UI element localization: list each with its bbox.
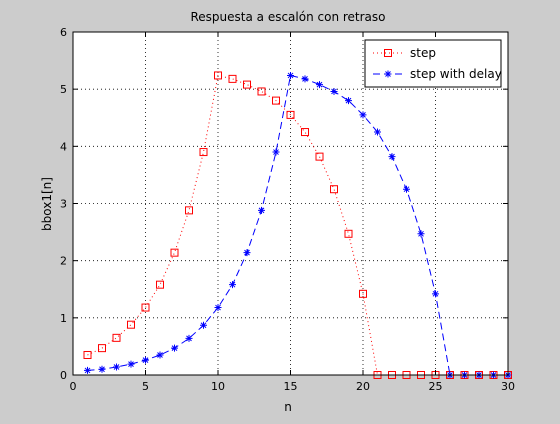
data-point (83, 350, 92, 359)
data-point (287, 71, 294, 79)
data-point (432, 290, 439, 298)
chart-title: Respuesta a escalón con retraso (190, 10, 385, 24)
data-point (228, 74, 237, 83)
data-point (127, 360, 135, 368)
data-point (344, 229, 353, 238)
data-point (185, 206, 193, 215)
y-tick-label: 1 (60, 312, 67, 325)
legend-item: step with delay (373, 67, 502, 81)
legend-marker (384, 49, 392, 57)
data-point (185, 334, 193, 342)
data-point (374, 128, 381, 136)
data-point (286, 110, 295, 119)
data-point (359, 111, 367, 119)
x-tick-label: 0 (70, 380, 77, 393)
x-tick-label: 15 (284, 380, 298, 393)
y-tick-label: 2 (60, 255, 67, 268)
x-tick-label: 25 (429, 380, 443, 393)
data-point (272, 96, 280, 105)
data-point (142, 356, 149, 364)
data-point (417, 230, 425, 238)
data-point (199, 148, 208, 157)
data-point (98, 365, 106, 373)
data-point (316, 81, 323, 89)
data-point (156, 280, 164, 289)
data-point (127, 320, 135, 329)
y-tick-label: 4 (60, 140, 67, 153)
data-point (257, 87, 266, 96)
y-tick-label: 6 (60, 26, 67, 39)
data-point (388, 153, 396, 161)
data-point (214, 304, 222, 312)
data-point (113, 363, 120, 371)
x-tick-label: 20 (356, 380, 370, 393)
ticks: 0 5 10 15 20 25 30 0 1 2 3 4 5 6 (60, 26, 515, 393)
legend-box (364, 39, 502, 88)
data-point (112, 333, 121, 342)
x-tick-label: 5 (142, 380, 149, 393)
y-tick-label: 5 (60, 83, 67, 96)
legend-item: step (373, 46, 436, 60)
grid (73, 32, 508, 375)
y-tick-label: 0 (60, 369, 67, 382)
data-point (141, 303, 150, 312)
data-point (403, 185, 410, 193)
data-point (170, 248, 179, 257)
data-point (359, 289, 367, 298)
data-point (315, 152, 324, 161)
x-tick-label: 30 (501, 380, 515, 393)
data-point (258, 206, 265, 214)
data-point (156, 351, 164, 359)
legend: step step with delay (364, 39, 502, 88)
legend-marker (384, 70, 392, 78)
data-point (345, 97, 352, 105)
series-line (87, 74, 508, 376)
legend-label: step (410, 46, 436, 60)
x-tick-label: 10 (211, 380, 225, 393)
y-tick-label: 3 (60, 198, 67, 211)
y-axis-label: bbox1[n] (40, 177, 54, 231)
data-point (243, 249, 251, 257)
data-point (330, 87, 338, 95)
data-point (301, 75, 309, 83)
series-line (87, 74, 508, 376)
data-point (171, 344, 178, 352)
data-point (214, 71, 222, 80)
data-point (272, 148, 280, 156)
data-point (243, 80, 251, 89)
data-point (200, 321, 207, 329)
data-point (98, 344, 106, 353)
data-point (229, 281, 236, 289)
x-axis-label: n (284, 400, 292, 414)
data-point (301, 128, 309, 137)
data-point (84, 366, 91, 374)
data-point (330, 185, 338, 194)
legend-label: step with delay (410, 67, 502, 81)
